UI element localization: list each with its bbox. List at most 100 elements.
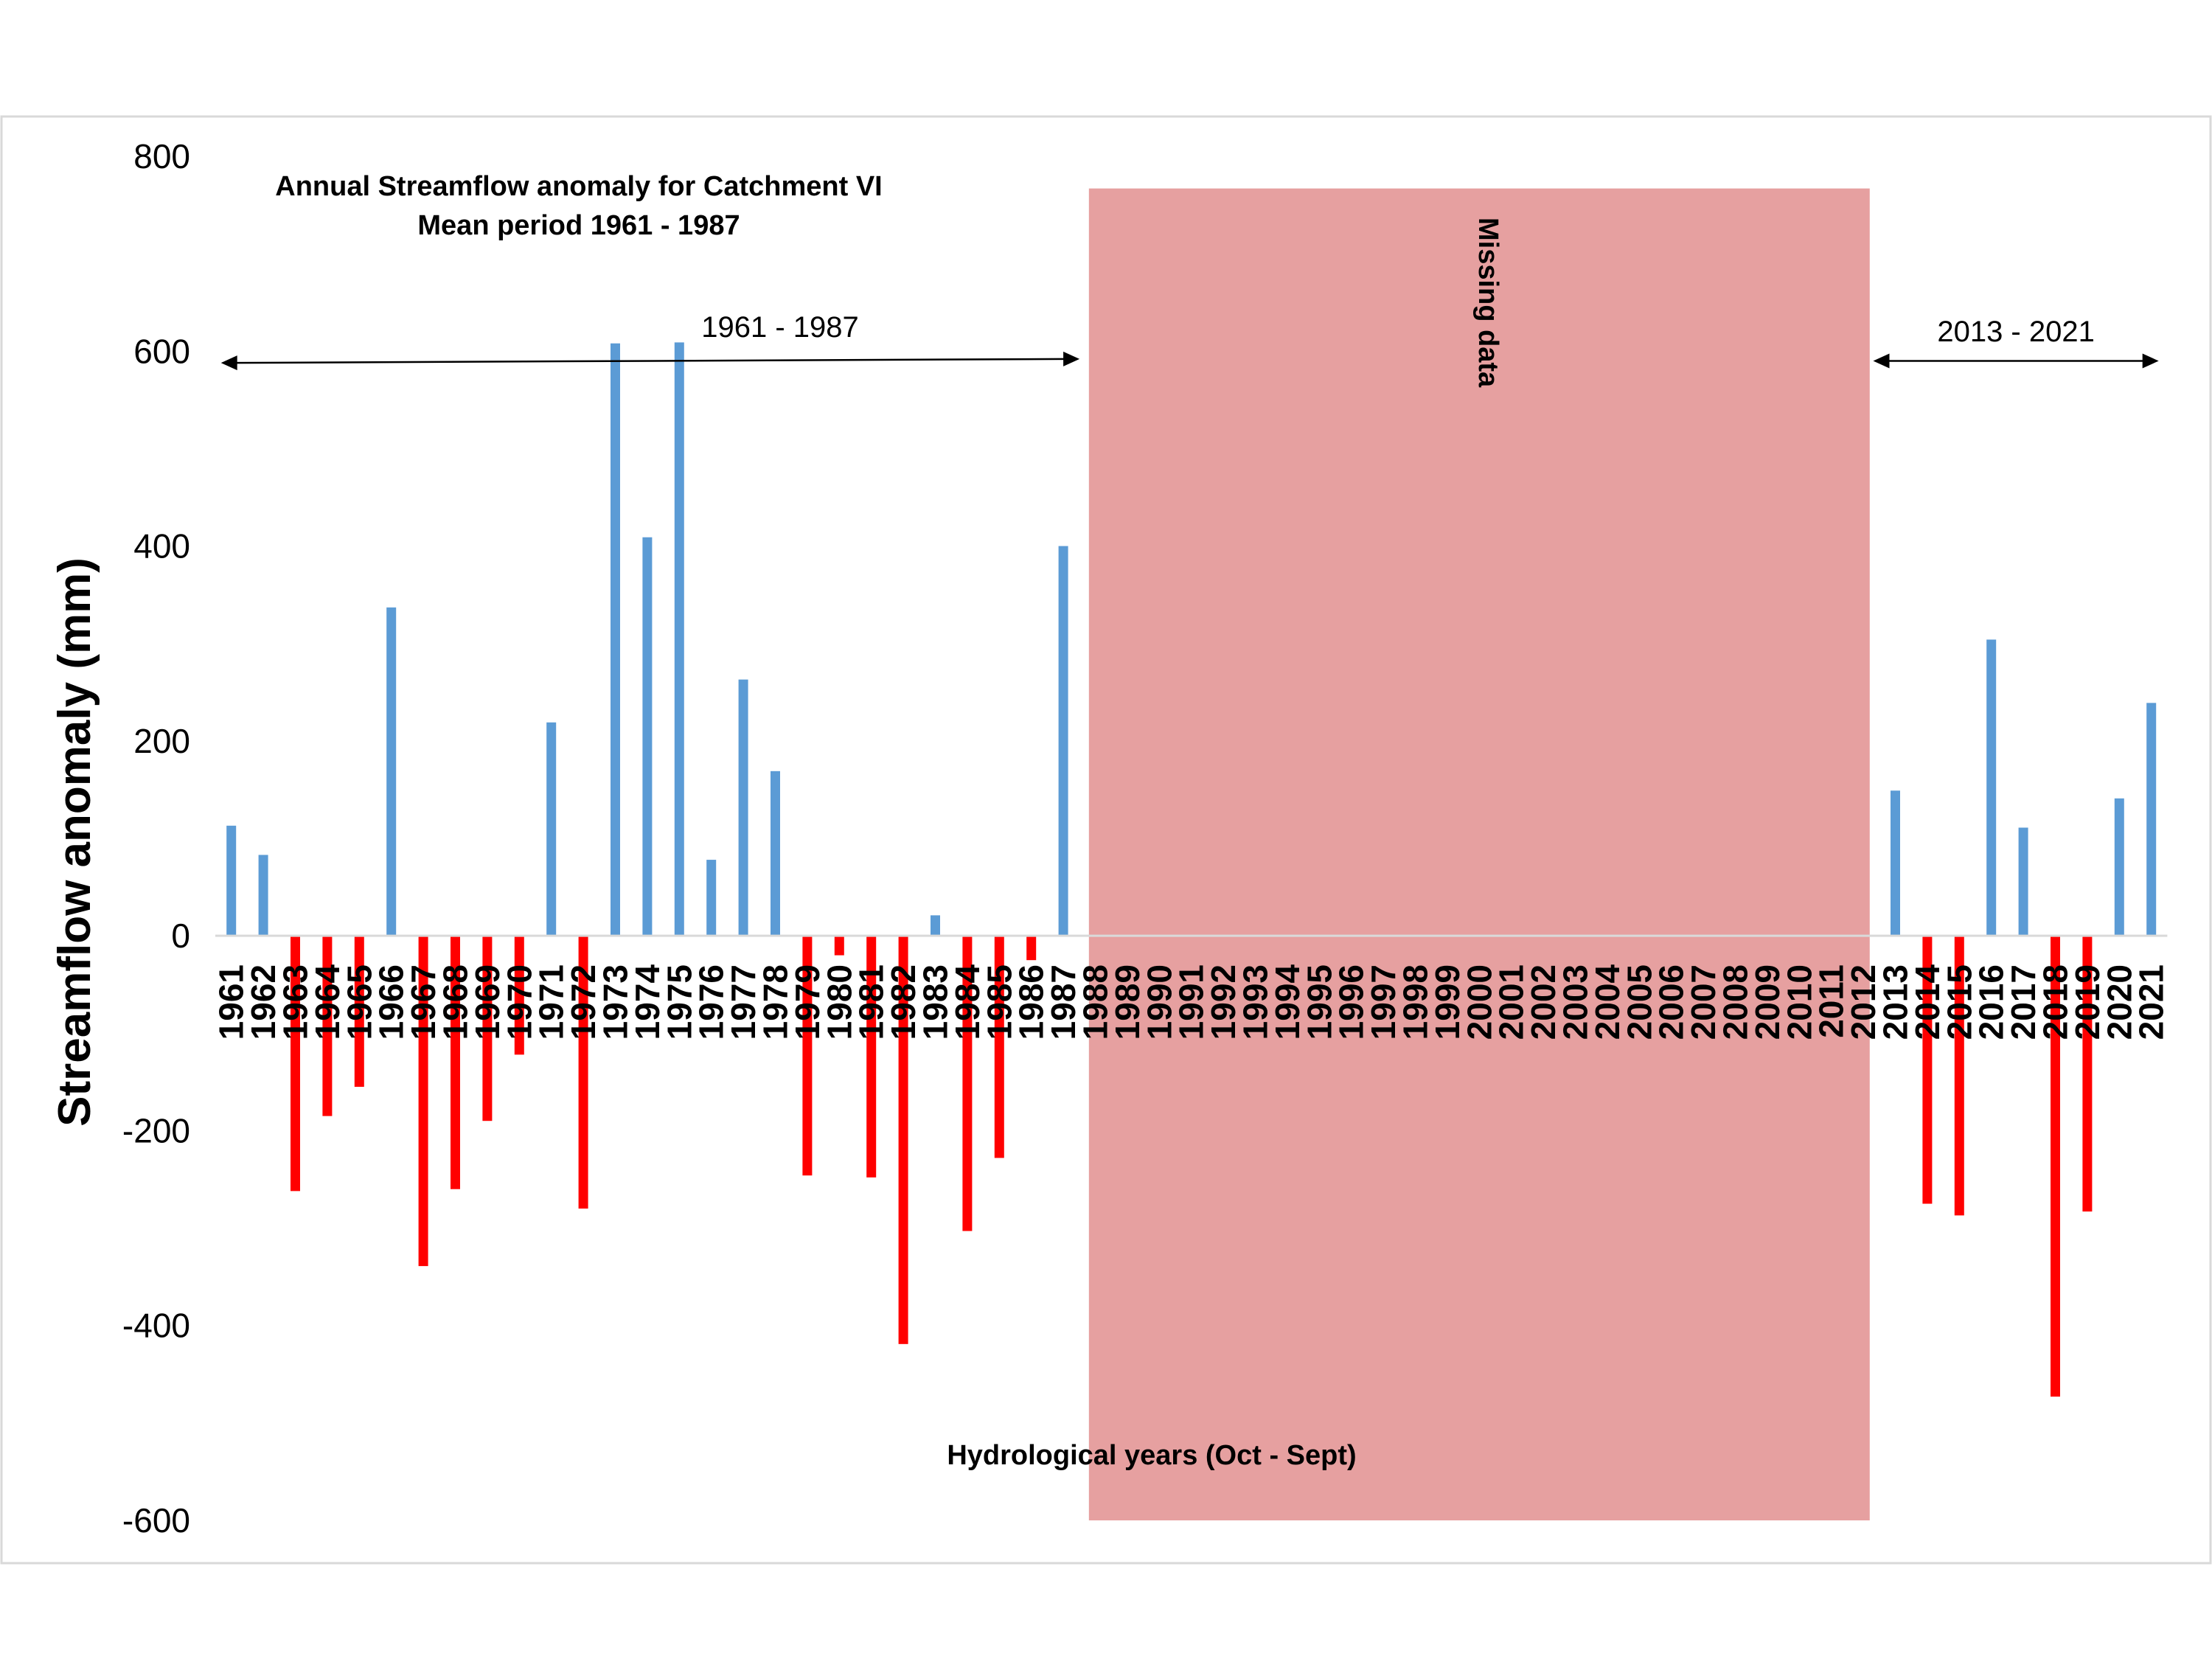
x-tick-label: 2004 <box>1588 964 1627 1040</box>
bar-2016 <box>1986 639 1997 936</box>
bar-1981 <box>866 936 877 1178</box>
x-tick-label: 1981 <box>852 964 891 1040</box>
x-tick-label: 1987 <box>1044 964 1082 1040</box>
bar-1987 <box>1058 546 1068 936</box>
x-tick-label: 2019 <box>2068 964 2107 1040</box>
x-tick-label: 1961 <box>212 964 251 1040</box>
bar-1965 <box>354 936 364 1087</box>
bar-2019 <box>2082 936 2093 1212</box>
x-tick-label: 1968 <box>437 964 475 1040</box>
x-tick-label: 1995 <box>1300 964 1338 1040</box>
bar-1970 <box>514 936 524 1055</box>
bar-1974 <box>642 537 653 936</box>
bar-2020 <box>2114 798 2124 936</box>
bar-2015 <box>1954 936 1964 1216</box>
bar-2021 <box>2146 703 2157 936</box>
x-tick-label: 2009 <box>1748 964 1787 1040</box>
x-tick-label: 2016 <box>1972 964 2011 1040</box>
x-tick-label: 1976 <box>692 964 731 1040</box>
x-tick-label: 2013 <box>1877 964 1915 1040</box>
x-tick-label: 1998 <box>1397 964 1435 1040</box>
y-axis-ticks: 800 600 400 200 0 -200 -400 -600 <box>122 137 190 1540</box>
bar-1969 <box>482 936 493 1121</box>
bar-1976 <box>706 860 717 936</box>
x-tick-label: 1985 <box>980 964 1018 1040</box>
y-tick-label: -600 <box>122 1501 190 1540</box>
x-tick-label: 2021 <box>2132 964 2171 1040</box>
x-tick-label: 2006 <box>1652 964 1691 1040</box>
chart-subtitle: Mean period 1961 - 1987 <box>417 210 740 241</box>
x-tick-label: 1989 <box>1108 964 1147 1040</box>
bar-2013 <box>1891 790 1900 936</box>
x-tick-label: 1983 <box>917 964 955 1040</box>
bar-1971 <box>546 722 557 936</box>
bar-1968 <box>451 936 460 1189</box>
x-tick-label: 2007 <box>1684 964 1722 1040</box>
bar-2017 <box>2018 827 2028 936</box>
x-tick-label: 1965 <box>340 964 378 1040</box>
bar-1977 <box>738 679 748 936</box>
x-axis-ticks: 1961196219631964196519661967196819691970… <box>212 964 2171 1040</box>
x-tick-label: 1984 <box>948 964 987 1040</box>
x-tick-label: 2003 <box>1557 964 1595 1040</box>
x-tick-label: 1990 <box>1140 964 1178 1040</box>
x-tick-label: 1969 <box>468 964 507 1040</box>
x-tick-label: 1980 <box>820 964 858 1040</box>
y-tick-label: 0 <box>171 917 190 955</box>
x-tick-label: 1992 <box>1204 964 1242 1040</box>
bars-group <box>226 342 2157 1397</box>
x-tick-label: 1972 <box>564 964 602 1040</box>
y-tick-label: 400 <box>133 527 190 566</box>
x-axis-label: Hydrological years (Oct - Sept) <box>947 1440 1356 1471</box>
bar-1980 <box>834 936 844 956</box>
x-tick-label: 1962 <box>244 964 282 1040</box>
x-tick-label: 2008 <box>1717 964 1755 1040</box>
bar-2018 <box>2051 936 2060 1397</box>
x-tick-label: 1974 <box>628 964 667 1040</box>
x-tick-label: 1999 <box>1428 964 1467 1040</box>
x-tick-label: 2020 <box>2100 964 2138 1040</box>
bar-1972 <box>578 936 588 1209</box>
x-tick-label: 1963 <box>276 964 315 1040</box>
x-tick-label: 1971 <box>532 964 571 1040</box>
bar-1963 <box>291 936 300 1192</box>
bar-1983 <box>931 915 940 936</box>
x-tick-label: 1977 <box>724 964 762 1040</box>
bar-1966 <box>386 607 397 936</box>
missing-data-label: Missing data <box>1472 218 1503 388</box>
y-tick-label: 200 <box>133 722 190 760</box>
bar-1975 <box>674 342 684 936</box>
x-tick-label: 1993 <box>1237 964 1275 1040</box>
bar-1986 <box>1026 936 1037 961</box>
bar-1978 <box>771 771 780 936</box>
x-tick-label: 1964 <box>308 964 347 1040</box>
chart-title: Annual Streamflow anomaly for Catchment … <box>275 171 882 202</box>
x-tick-label: 2014 <box>1908 964 1947 1040</box>
x-tick-label: 2010 <box>1780 964 1818 1040</box>
annotations: 1961 - 1987 2013 - 2021 Missing data <box>220 218 2159 388</box>
x-tick-label: 2002 <box>1524 964 1562 1040</box>
x-tick-label: 2001 <box>1492 964 1531 1040</box>
x-tick-label: 2015 <box>1940 964 1978 1040</box>
bar-1979 <box>802 936 813 1176</box>
y-tick-label: -200 <box>122 1111 190 1150</box>
x-tick-label: 2012 <box>1844 964 1882 1040</box>
period-2013-2021-label: 2013 - 2021 <box>1937 316 2095 348</box>
y-axis-label: Streamflow anomaly (mm) <box>49 557 100 1127</box>
x-tick-label: 2017 <box>2004 964 2042 1040</box>
x-tick-label: 1986 <box>1012 964 1051 1040</box>
x-tick-label: 1966 <box>372 964 411 1040</box>
x-tick-label: 1988 <box>1077 964 1115 1040</box>
x-tick-label: 1996 <box>1332 964 1371 1040</box>
x-tick-label: 1967 <box>404 964 442 1040</box>
x-tick-label: 1978 <box>757 964 795 1040</box>
bar-1962 <box>258 855 268 936</box>
bar-1961 <box>226 825 237 936</box>
x-tick-label: 1975 <box>660 964 698 1040</box>
x-tick-label: 1997 <box>1364 964 1402 1040</box>
y-tick-label: -400 <box>122 1307 190 1345</box>
x-tick-label: 1982 <box>884 964 922 1040</box>
x-tick-label: 2011 <box>1812 964 1851 1038</box>
bar-1985 <box>994 936 1004 1158</box>
